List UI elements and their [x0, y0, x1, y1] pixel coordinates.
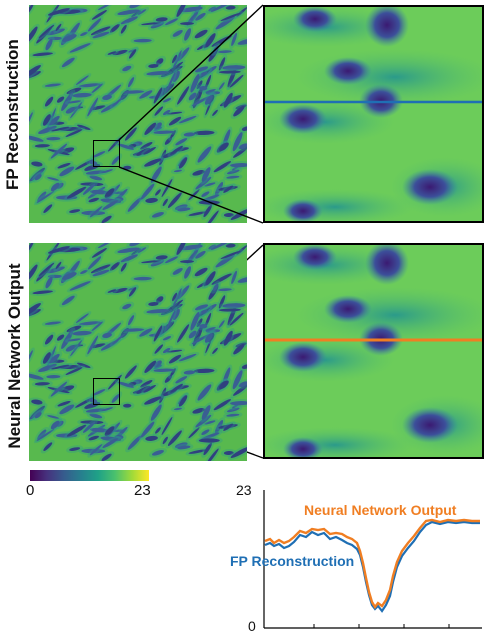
legend-nn: Neural Network Output — [304, 502, 457, 518]
fp-cells — [29, 5, 247, 223]
fp-zoom-image — [263, 5, 484, 223]
colorbar-min-label: 0 — [26, 482, 35, 499]
legend-fp: FP Reconstruction — [230, 553, 355, 569]
fp-full-image — [29, 5, 247, 223]
nn-cells — [29, 243, 247, 461]
nn-zoom-image — [263, 243, 484, 459]
profile-plot: 23 0 Neural Network Output FP Reconstruc… — [230, 482, 484, 634]
nn-zoom-svg — [265, 245, 482, 457]
plot-y-max: 23 — [236, 482, 252, 498]
fp-zoom-svg — [265, 7, 482, 221]
fp-full-svg — [29, 5, 247, 223]
fp-zoom-region — [93, 140, 120, 167]
colorbar-max-label: 23 — [134, 482, 151, 499]
colorbar — [30, 470, 149, 481]
profile-plot-svg — [263, 490, 482, 629]
nn-zoom-region — [93, 378, 120, 405]
nn-profile-series — [264, 518, 480, 610]
nn-full-image — [29, 243, 247, 461]
nn-full-svg — [29, 243, 247, 461]
plot-y-min: 0 — [248, 618, 256, 634]
